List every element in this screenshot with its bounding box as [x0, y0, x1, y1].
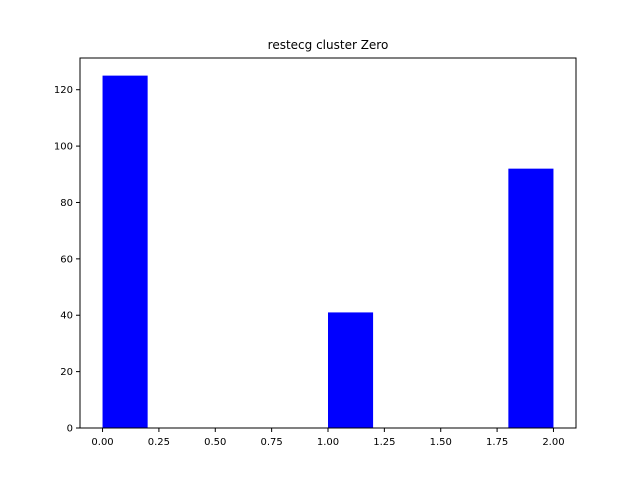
x-tick-label: 2.00 [542, 437, 564, 448]
x-axis: 0.00 0.25 0.50 0.75 1.00 1.25 1.50 1.75 2.00 [91, 428, 565, 448]
y-tick-label: 120 [54, 85, 73, 96]
y-axis: 0 20 40 60 80 100 120 [54, 85, 80, 435]
bar-5 [328, 312, 374, 428]
x-tick-label: 1.50 [430, 437, 452, 448]
chart-title: restecg cluster Zero [268, 38, 389, 52]
y-tick-label: 0 [67, 424, 73, 435]
x-tick-label: 1.25 [373, 437, 395, 448]
y-tick-label: 100 [54, 142, 73, 153]
y-tick-label: 60 [60, 254, 73, 265]
y-tick-label: 20 [60, 367, 73, 378]
x-tick-label: 0.75 [261, 437, 283, 448]
bars [102, 75, 554, 428]
bar-9 [508, 168, 554, 428]
y-tick-label: 80 [60, 198, 73, 209]
x-tick-label: 1.00 [317, 437, 339, 448]
x-tick-label: 0.25 [148, 437, 170, 448]
y-tick-label: 40 [60, 311, 73, 322]
x-tick-label: 0.00 [91, 437, 113, 448]
x-tick-label: 0.50 [204, 437, 226, 448]
bar-0 [102, 75, 148, 428]
plot-frame [79, 57, 577, 429]
x-tick-label: 1.75 [486, 437, 508, 448]
